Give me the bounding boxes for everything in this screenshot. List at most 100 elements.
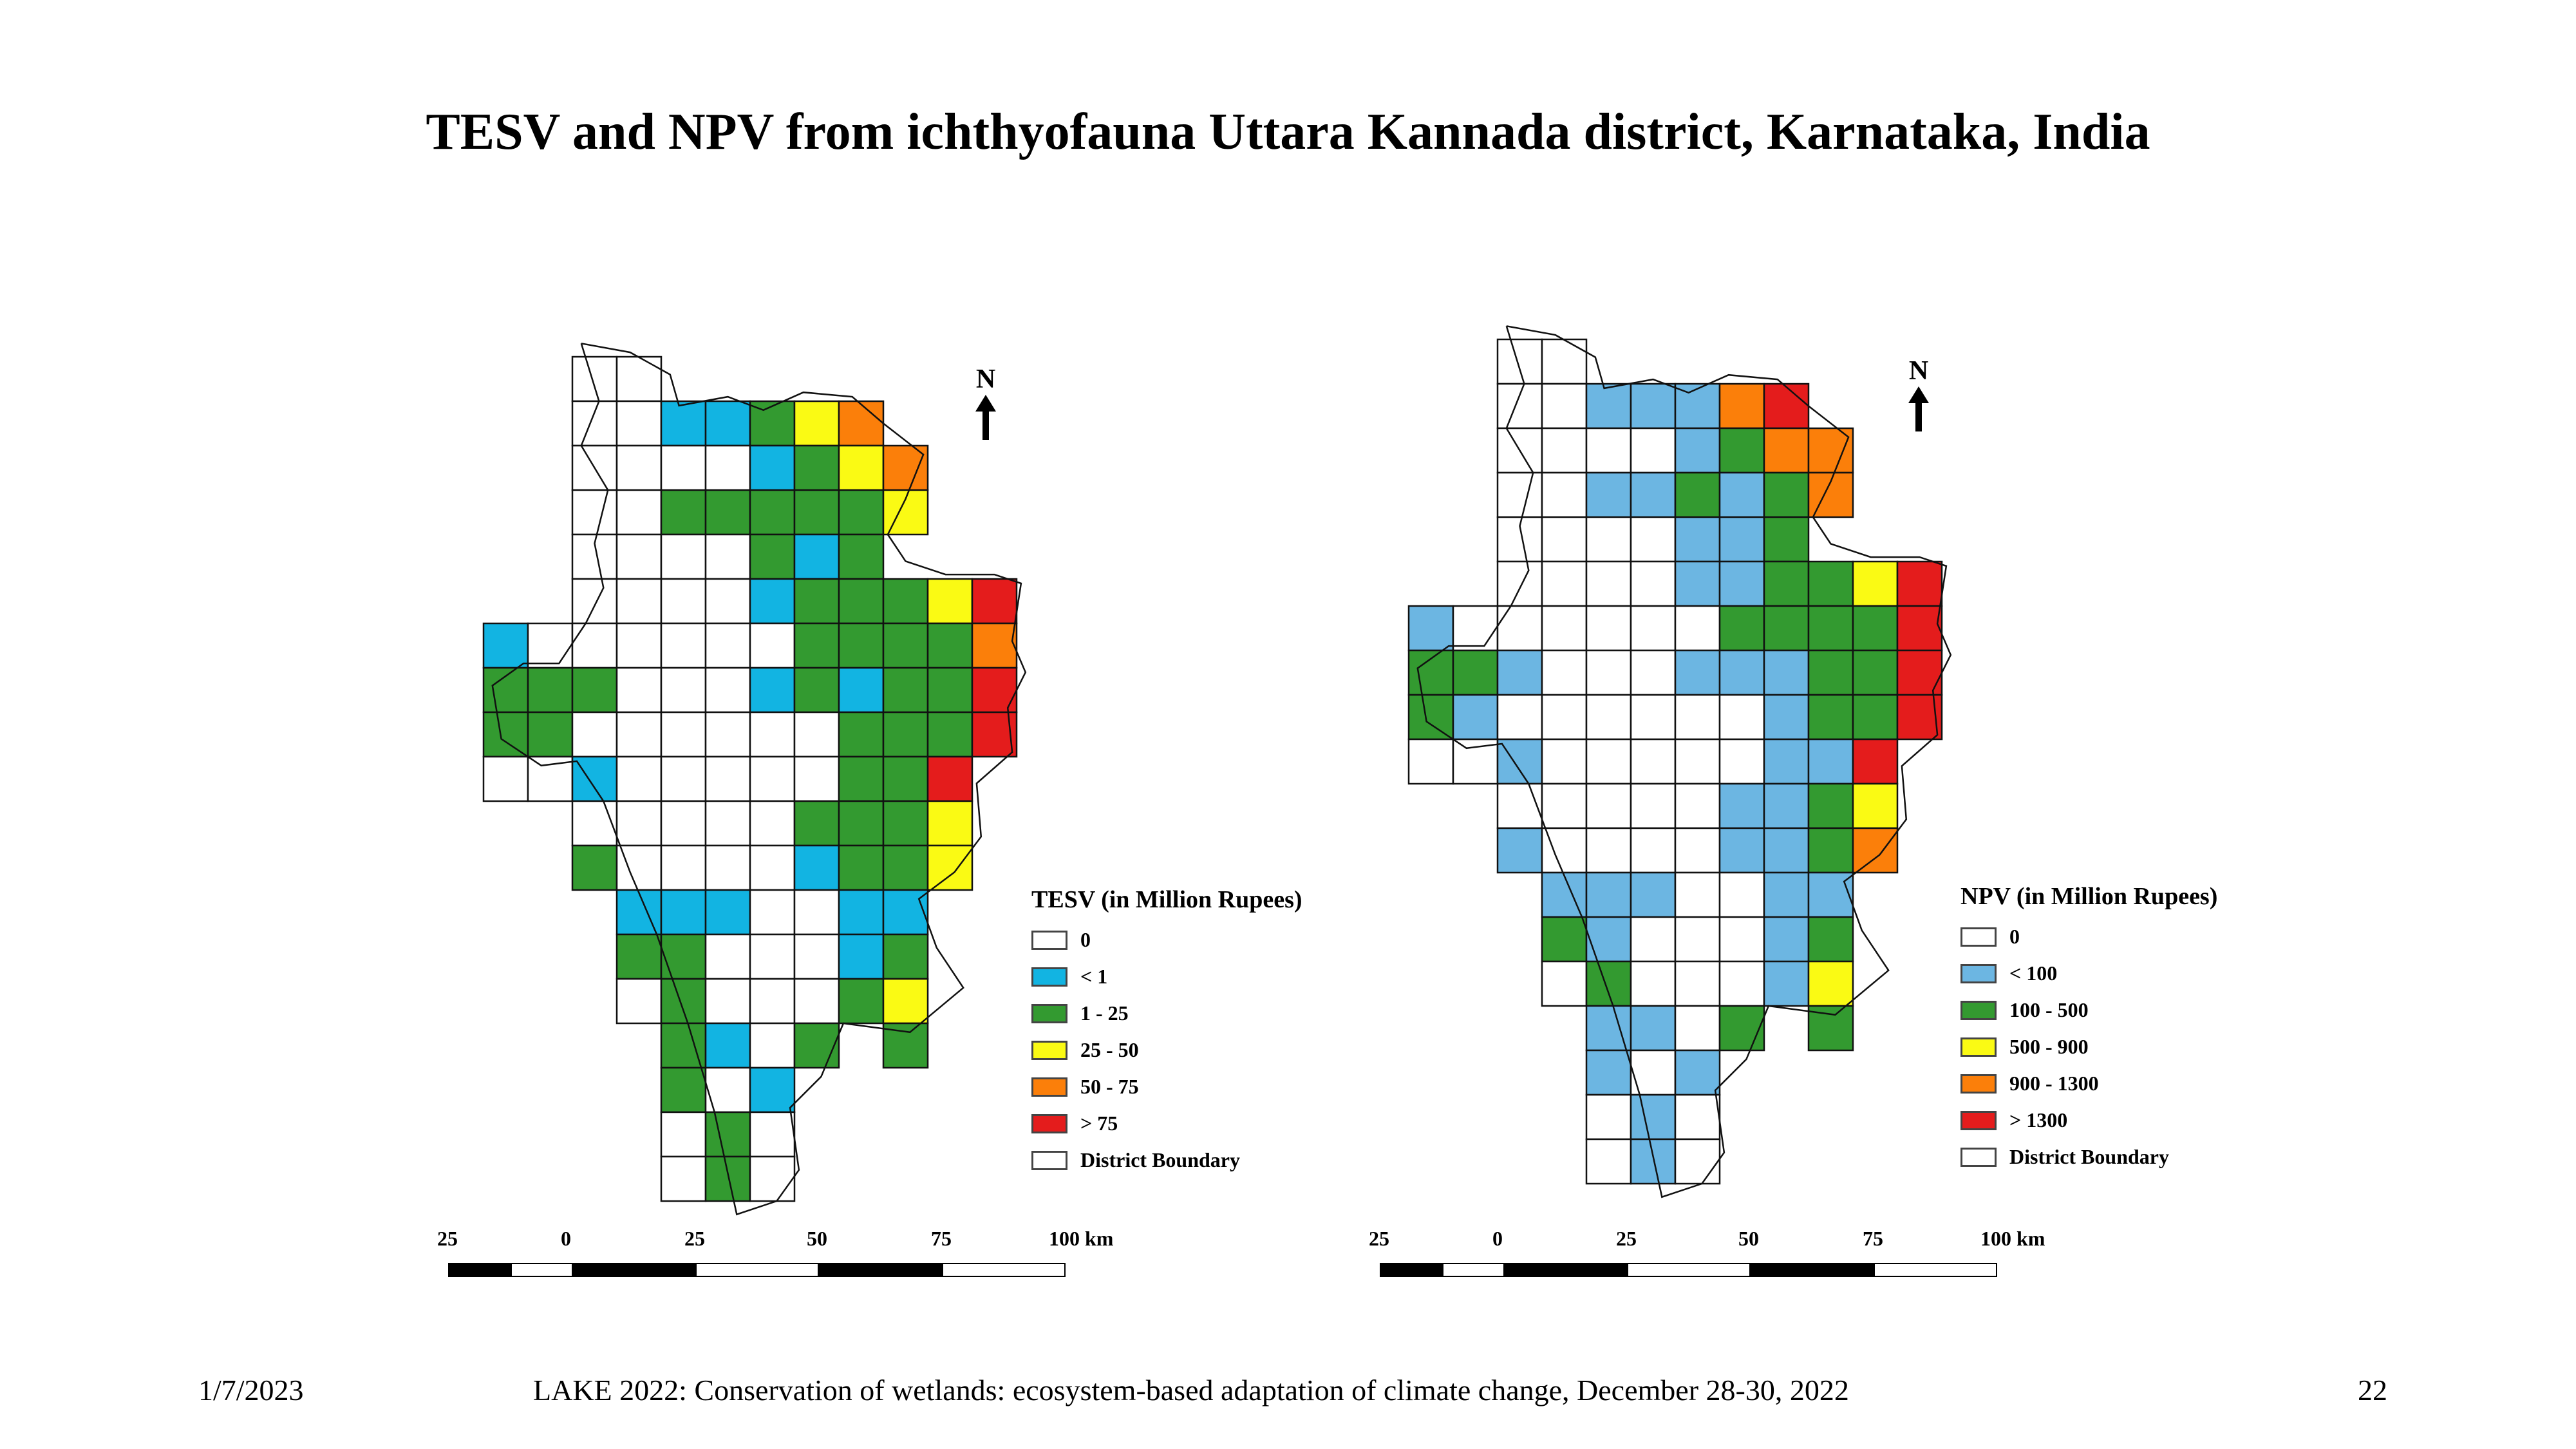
grid-cell xyxy=(1674,782,1721,829)
scale-bar-segment xyxy=(511,1263,573,1277)
grid-cell xyxy=(704,1111,751,1158)
legend-item: 50 - 75 xyxy=(1031,1068,1302,1105)
grid-cell xyxy=(704,444,751,491)
grid-cell xyxy=(1718,471,1765,518)
grid-cell xyxy=(1807,916,1854,963)
grid-cell xyxy=(1630,1094,1677,1141)
grid-cell xyxy=(527,755,574,802)
grid-cell xyxy=(1852,782,1899,829)
grid-cell xyxy=(660,1111,707,1158)
grid-cell xyxy=(1718,516,1765,563)
grid-cell xyxy=(660,1066,707,1113)
grid-cell xyxy=(1852,827,1899,874)
grid-cell xyxy=(616,622,663,669)
grid-cell xyxy=(971,667,1018,714)
legend-title: TESV (in Million Rupees) xyxy=(1031,886,1302,913)
grid-cell xyxy=(571,844,618,891)
grid-cell xyxy=(1763,694,1810,741)
grid-cell xyxy=(1718,738,1765,785)
grid-cell xyxy=(1541,471,1588,518)
grid-cell xyxy=(1763,827,1810,874)
grid-cell xyxy=(1541,960,1588,1007)
grid-cell xyxy=(1763,649,1810,696)
grid-cell xyxy=(1807,782,1854,829)
north-arrow-left: N xyxy=(973,364,999,447)
grid-cell xyxy=(971,711,1018,758)
grid-cell xyxy=(660,711,707,758)
grid-cell xyxy=(882,711,929,758)
grid-cell xyxy=(1585,516,1632,563)
scale-label: 50 xyxy=(1738,1227,1759,1250)
north-arrow-right: N xyxy=(1906,355,1932,439)
grid-cell xyxy=(616,755,663,802)
grid-cell xyxy=(971,622,1018,669)
grid-cell xyxy=(1674,471,1721,518)
grid-cell xyxy=(1585,605,1632,652)
grid-cell xyxy=(838,533,885,580)
grid-cell xyxy=(1496,560,1543,607)
grid-cell xyxy=(1496,383,1543,430)
scale-label: 25 xyxy=(684,1227,705,1250)
grid-cell xyxy=(1630,782,1677,829)
grid-cell xyxy=(1630,960,1677,1007)
grid-cell xyxy=(793,800,840,847)
grid-cell xyxy=(704,533,751,580)
grid-cell xyxy=(1718,605,1765,652)
grid-cell xyxy=(704,800,751,847)
grid-cell xyxy=(838,711,885,758)
scale-bar-segment xyxy=(695,1263,819,1277)
grid-cell xyxy=(704,1022,751,1069)
grid-cell xyxy=(1630,1138,1677,1185)
grid-cell xyxy=(1896,605,1943,652)
grid-cell xyxy=(704,400,751,447)
grid-cell xyxy=(1541,516,1588,563)
grid-cell xyxy=(1585,960,1632,1007)
grid-cell xyxy=(1585,560,1632,607)
grid-cell xyxy=(1452,605,1499,652)
legend-label: 0 xyxy=(2009,925,2020,948)
grid-cell xyxy=(527,667,574,714)
grid-cell xyxy=(1407,738,1454,785)
grid-cell xyxy=(1674,427,1721,474)
grid-cell xyxy=(838,889,885,936)
legend-item: < 100 xyxy=(1960,955,2217,992)
legend-label: < 1 xyxy=(1080,965,1108,988)
grid-cell xyxy=(882,800,929,847)
grid-cell xyxy=(926,622,973,669)
grid-cell xyxy=(882,755,929,802)
grid-cell xyxy=(1585,782,1632,829)
district-boundary xyxy=(491,343,1027,1216)
grid-cell xyxy=(1674,1138,1721,1185)
grid-cell xyxy=(1630,516,1677,563)
grid-cell xyxy=(571,578,618,625)
grid-cell xyxy=(1630,738,1677,785)
grid-cell xyxy=(793,844,840,891)
grid-cell xyxy=(1807,471,1854,518)
grid-cell xyxy=(1496,338,1543,385)
grid-cell xyxy=(1674,1005,1721,1052)
grid-cell xyxy=(704,711,751,758)
grid-cell xyxy=(704,667,751,714)
grid-cell xyxy=(1718,1005,1765,1052)
grid-cell xyxy=(1763,871,1810,918)
grid-cell xyxy=(1852,738,1899,785)
grid-cell xyxy=(616,578,663,625)
grid-cell xyxy=(1541,605,1588,652)
grid-cell xyxy=(838,444,885,491)
scale-bar-segment xyxy=(1442,1263,1505,1277)
grid-cell xyxy=(749,978,796,1025)
grid-cell xyxy=(793,933,840,980)
grid-cell xyxy=(793,533,840,580)
grid-cell xyxy=(838,400,885,447)
grid-cell xyxy=(926,755,973,802)
grid-cell xyxy=(793,489,840,536)
legend-label: District Boundary xyxy=(2009,1145,2169,1168)
grid-cell xyxy=(1496,471,1543,518)
scale-label: 75 xyxy=(1863,1227,1883,1250)
grid-cell xyxy=(1807,1005,1854,1052)
grid-cell xyxy=(838,622,885,669)
grid-cell xyxy=(838,667,885,714)
legend-swatch xyxy=(1031,967,1067,987)
grid-cell xyxy=(1496,649,1543,696)
